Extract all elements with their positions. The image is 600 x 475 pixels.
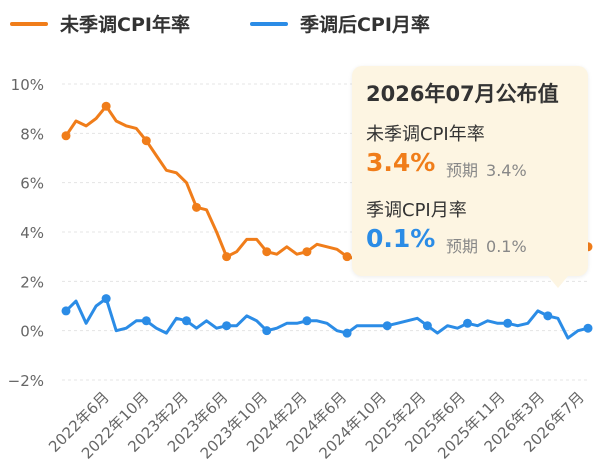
data-point [583,323,593,333]
data-tooltip: 2026年07月公布值 未季调CPI年率 3.4% 预期 3.4% 季调CPI月率… [352,66,588,288]
tooltip-title: 2026年07月公布值 [366,82,559,106]
data-point [262,247,272,257]
tooltip-item2-expected-value: 0.1% [486,237,527,256]
y-tick-label: −2% [8,372,44,390]
tooltip-item2-expected-label: 预期 [446,237,479,256]
tooltip-item2-expected: 预期 0.1% [446,233,527,257]
data-point [192,202,201,212]
data-point [342,328,352,338]
y-tick-label: 6% [20,175,44,193]
series-line-1 [64,297,590,340]
data-point [141,316,151,326]
legend-item-mom[interactable]: 季调后CPI月率 [249,10,430,37]
legend-line-yoy [10,21,48,26]
legend-item-yoy[interactable]: 未季调CPI年率 [10,10,190,37]
tooltip-item1-expected: 预期 3.4% [446,157,527,181]
data-point [222,321,232,331]
data-point [101,101,111,111]
legend-line-mom [249,21,288,26]
tooltip-item1-expected-label: 预期 [446,161,479,180]
y-tick-label: 4% [20,224,44,242]
chart-legend: 未季调CPI年率 季调后CPI月率 [10,10,490,37]
data-point [101,294,111,304]
data-point [181,316,191,326]
tooltip-item1-expected-value: 3.4% [486,161,527,180]
data-point [262,326,272,336]
data-point [61,306,71,316]
data-point [61,131,71,141]
data-point [302,316,312,326]
tooltip-item1-label: 未季调CPI年率 [366,124,485,145]
tooltip-item2-label: 季调CPI月率 [366,200,467,221]
data-point [141,136,151,146]
y-tick-label: 2% [20,273,44,291]
data-point [342,252,352,262]
tooltip-item2-value: 0.1% [366,224,436,253]
y-tick-label: 8% [20,125,44,143]
data-point [422,321,432,331]
y-tick-label: 0% [20,323,44,341]
data-point [543,311,553,321]
legend-label-mom: 季调后CPI月率 [299,14,430,36]
data-point [222,252,232,262]
legend-label-yoy: 未季调CPI年率 [60,14,190,36]
data-point [302,247,312,257]
data-point [503,318,513,328]
data-point [463,318,473,328]
data-point [382,321,392,331]
tooltip-item1-value: 3.4% [366,148,436,177]
y-tick-label: 10% [11,76,44,94]
